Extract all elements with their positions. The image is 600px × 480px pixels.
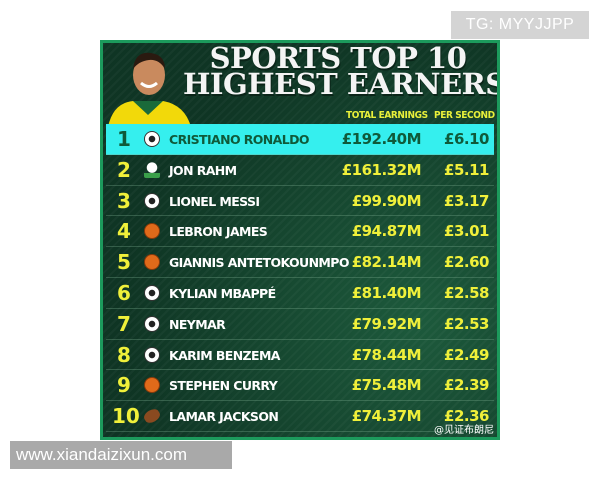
watermark-tg: TG: MYYJJPP (451, 11, 589, 39)
weibo-credit: @见证布朗尼 (434, 425, 494, 436)
rank: 5 (117, 250, 131, 275)
table-row: 6 KYLIAN MBAPPÉ £81.40M £2.58 (106, 278, 494, 309)
earners-table: 1 CRISTIANO RONALDO £192.40M £6.10 2 JON … (106, 124, 494, 432)
golf-ball-icon (144, 161, 160, 178)
soccer-ball-icon (144, 131, 160, 147)
athlete-name: JON RAHM (169, 162, 237, 178)
total-earnings: £81.40M (351, 283, 422, 302)
athlete-name: KARIM BENZEMA (169, 347, 280, 363)
total-earnings: £99.90M (351, 191, 422, 210)
soccer-ball-icon (144, 192, 160, 209)
basketball-icon (144, 223, 160, 240)
total-earnings: £192.40M (341, 130, 422, 148)
per-second: £2.53 (444, 314, 489, 333)
rank: 9 (117, 373, 131, 398)
table-row: 7 NEYMAR £79.92M £2.53 (106, 309, 494, 340)
total-earnings: £75.48M (351, 376, 422, 395)
rank: 4 (117, 219, 131, 244)
per-second: £2.39 (444, 376, 489, 395)
table-row: 3 LIONEL MESSI £99.90M £3.17 (106, 186, 494, 217)
athlete-name: KYLIAN MBAPPÉ (169, 285, 276, 301)
rank: 3 (117, 188, 131, 213)
earners-infographic: SPORTS TOP 10 HIGHEST EARNERS TOTAL EARN… (100, 40, 500, 440)
table-row: 10 LAMAR JACKSON £74.37M £2.36 (106, 401, 494, 432)
total-earnings: £82.14M (351, 253, 422, 272)
column-header-per-second: PER SECOND (434, 110, 495, 121)
athlete-name: CRISTIANO RONALDO (169, 132, 310, 147)
rank: 10 (112, 404, 140, 429)
soccer-ball-icon (144, 346, 160, 363)
athlete-name: LEBRON JAMES (169, 224, 268, 240)
rank: 7 (117, 311, 131, 336)
table-row: 2 JON RAHM £161.32M £5.11 (106, 155, 494, 186)
rank: 6 (117, 280, 131, 305)
soccer-ball-icon (144, 315, 160, 332)
total-earnings: £78.44M (351, 345, 422, 364)
soccer-ball-icon (144, 284, 160, 301)
athlete-name: STEPHEN CURRY (169, 378, 278, 394)
page-title: SPORTS TOP 10 HIGHEST EARNERS (183, 41, 500, 101)
table-row: 5 GIANNIS ANTETOKOUNMPO £82.14M £2.60 (106, 247, 494, 278)
total-earnings: £74.37M (351, 407, 422, 426)
basketball-icon (144, 254, 160, 271)
rank: 2 (117, 157, 131, 182)
rank: 1 (117, 127, 131, 151)
per-second: £3.17 (444, 191, 489, 210)
table-row: 9 STEPHEN CURRY £75.48M £2.39 (106, 370, 494, 402)
per-second: £6.10 (444, 130, 489, 148)
per-second: £2.60 (444, 253, 489, 272)
player-photo (108, 52, 191, 127)
total-earnings: £161.32M (341, 160, 422, 179)
title-line-1: SPORTS TOP 10 (209, 41, 467, 75)
title-line-2: HIGHEST EARNERS (183, 67, 500, 101)
per-second: £2.58 (444, 283, 489, 302)
athlete-name: GIANNIS ANTETOKOUNMPO (169, 255, 349, 271)
basketball-icon (144, 377, 160, 394)
rank: 8 (117, 342, 131, 367)
table-row: 4 LEBRON JAMES £94.87M £3.01 (106, 216, 494, 248)
athlete-name: LAMAR JACKSON (169, 409, 279, 425)
american-football-icon (142, 406, 162, 426)
per-second: £5.11 (444, 160, 489, 179)
per-second: £2.36 (444, 407, 489, 426)
athlete-name: LIONEL MESSI (169, 193, 260, 209)
table-row: 1 CRISTIANO RONALDO £192.40M £6.10 (106, 124, 494, 155)
per-second: £3.01 (444, 222, 489, 241)
watermark-site: www.xiandaizixun.com (10, 441, 232, 469)
per-second: £2.49 (444, 345, 489, 364)
athlete-name: NEYMAR (169, 316, 226, 332)
column-header-total: TOTAL EARNINGS (346, 110, 428, 121)
table-row: 8 KARIM BENZEMA £78.44M £2.49 (106, 340, 494, 371)
total-earnings: £94.87M (351, 222, 422, 241)
total-earnings: £79.92M (351, 314, 422, 333)
